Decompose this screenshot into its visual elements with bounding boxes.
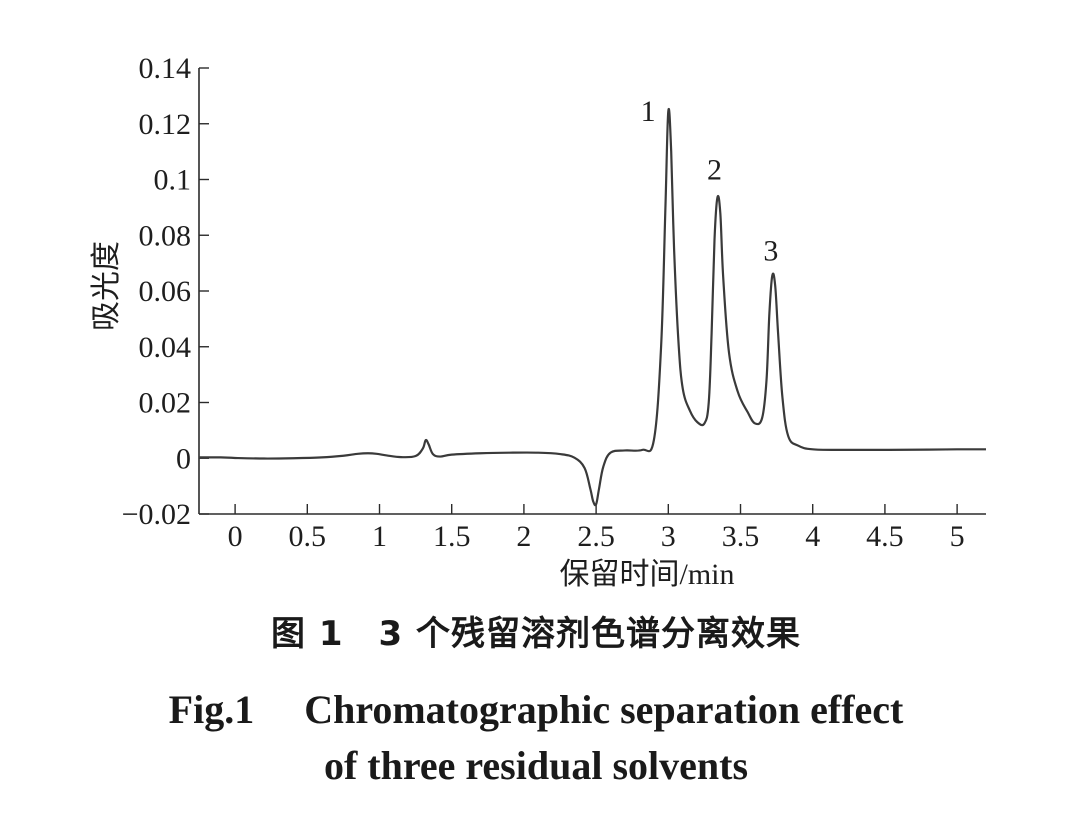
x-tick-label: 3 [661,520,676,553]
peak-label: 2 [707,154,722,187]
y-tick-label: 0.12 [139,108,192,141]
y-tick-label: 0.04 [139,331,192,364]
ticks: −0.02 0 0.02 0.04 0.06 0.08 0.1 0.12 0.14 0 0.5 1 1.… [122,52,965,553]
y-tick-label: 0.14 [139,52,192,85]
x-tick-label: 1 [372,520,387,553]
y-tick-label: 0 [176,442,191,475]
x-tick-label: 4.5 [866,520,904,553]
series-layer [198,107,987,507]
x-tick-label: 0 [228,520,243,553]
y-tick-label: 0.1 [154,164,192,197]
x-tick-label: 2.5 [577,520,615,553]
chromatogram-chart: −0.02 0 0.02 0.04 0.06 0.08 0.1 0.12 0.14 0 0.5 1 1.… [90,52,987,591]
x-tick-label: 0.5 [289,520,327,553]
y-tick-label: −0.02 [122,498,191,531]
peak-label: 3 [763,235,778,268]
x-tick-label: 5 [950,520,965,553]
y-axis-title: 吸光度 [90,241,123,331]
x-tick-label: 4 [805,520,820,553]
series-line [198,107,987,507]
x-axis-title: 保留时间/min [559,558,734,591]
peak-label: 1 [641,95,656,128]
figure-caption-english-line-1: Fig.1 Chromatographic separation effect [168,687,904,732]
annotations: 1 2 3 [641,95,779,267]
figure-caption-english-line-2: of three residual solvents [323,743,749,788]
y-tick-label: 0.02 [139,387,192,420]
figure-caption-chinese: 图 1 3 个残留溶剂色谱分离效果 [271,614,801,654]
x-tick-label: 3.5 [722,520,760,553]
y-tick-label: 0.08 [139,219,192,252]
y-tick-label: 0.06 [139,275,192,308]
x-tick-label: 1.5 [433,520,471,553]
x-tick-label: 2 [516,520,531,553]
axes [198,68,986,515]
